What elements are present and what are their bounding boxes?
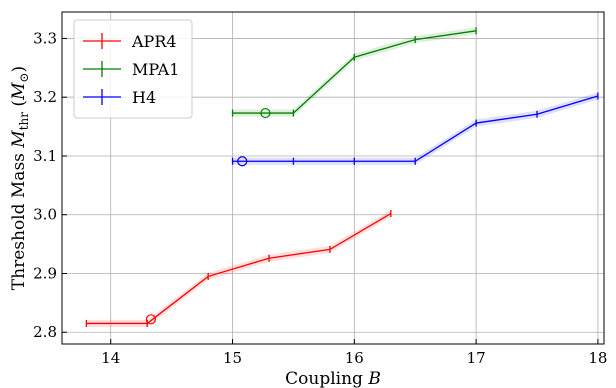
- legend-label-apr4: APR4: [131, 32, 177, 51]
- y-tick-label-1: 2.9: [33, 264, 57, 282]
- x-tick-label-3: 17: [467, 349, 486, 367]
- legend-label-mpa1: MPA1: [132, 60, 179, 79]
- plot-frame: [61, 11, 605, 345]
- legend-entry-h4: H4: [83, 88, 156, 107]
- x-tick-label-2: 16: [345, 349, 364, 367]
- y-tick-label-0: 2.8: [33, 323, 57, 341]
- legend-label-h4: H4: [132, 88, 156, 107]
- y-tick-label-2: 3.0: [33, 206, 57, 224]
- x-tick-label-4: 18: [588, 349, 607, 367]
- apr4-circle-marker: [145, 314, 157, 325]
- apr4-error-band: [86, 210, 391, 327]
- y-axis-label: Threshold Mass Mthr (M⊙): [9, 66, 31, 290]
- legend-entry-apr4: APR4: [83, 32, 177, 51]
- x-axis-label: Coupling B: [285, 369, 381, 388]
- x-tick-label-1: 15: [223, 349, 242, 367]
- legend: APR4 MPA1 H4: [73, 19, 193, 119]
- x-tick-label-0: 14: [101, 349, 120, 367]
- apr4-line: [86, 212, 392, 325]
- axis-ticks: 14 15 16 17 18 2.8 2.9 3.0 3.1 3.2 3.3: [33, 29, 607, 367]
- y-tick-label-3: 3.1: [33, 147, 57, 165]
- grid: [62, 12, 604, 344]
- error-bands: [86, 27, 598, 327]
- data-points: [85, 27, 599, 327]
- mpa1-error-band: [232, 27, 477, 117]
- mpa1-circle-marker: [260, 107, 271, 119]
- y-tick-label-5: 3.3: [33, 29, 57, 47]
- h4-circle-marker: [237, 156, 248, 167]
- y-tick-label-4: 3.2: [33, 88, 57, 106]
- legend-box: [73, 19, 193, 119]
- legend-entry-mpa1: MPA1: [83, 60, 179, 79]
